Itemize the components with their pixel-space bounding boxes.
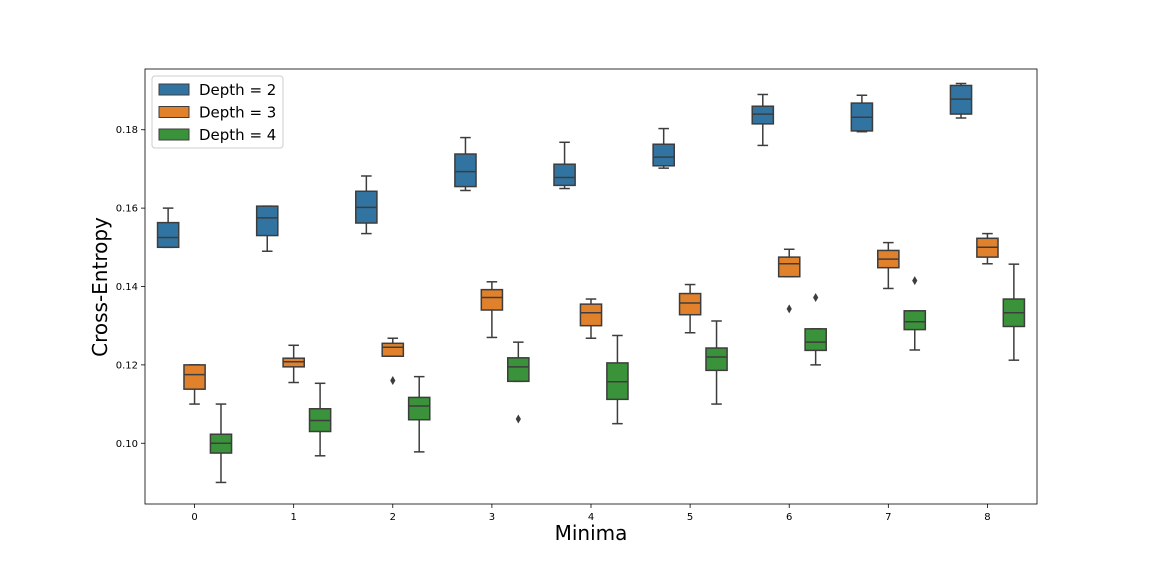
box — [381, 342, 405, 358]
box — [183, 364, 206, 390]
outlier-point — [390, 376, 396, 386]
y-tick-label: 0.10 — [116, 439, 138, 450]
outlier-point — [912, 276, 918, 286]
box — [705, 347, 728, 372]
box — [777, 256, 801, 278]
box-group — [381, 337, 405, 386]
box-group — [255, 205, 279, 252]
box — [903, 310, 927, 331]
box-group — [579, 298, 603, 339]
y-tick-label: 0.16 — [116, 204, 138, 215]
box-group — [877, 241, 900, 290]
y-tick-label: 0.14 — [116, 282, 138, 293]
box-group — [553, 141, 576, 190]
box-group — [903, 276, 927, 351]
y-tick-label: 0.12 — [116, 360, 138, 371]
box — [480, 288, 504, 311]
box-group — [976, 232, 999, 265]
x-tick-label: 3 — [489, 512, 495, 523]
box-group — [678, 283, 702, 334]
box — [454, 153, 477, 188]
x-tick-label: 6 — [786, 512, 792, 523]
box-group — [705, 320, 728, 405]
box-group — [282, 344, 305, 384]
outlier-point — [515, 414, 521, 424]
x-tick-label: 4 — [588, 512, 594, 523]
x-tick-label: 5 — [687, 512, 693, 523]
legend-label: Depth = 2 — [199, 81, 276, 99]
box — [407, 396, 431, 421]
box — [282, 357, 305, 368]
box — [156, 221, 180, 249]
box-group — [183, 364, 206, 405]
legend-swatch — [158, 128, 190, 141]
x-tick-label: 1 — [290, 512, 296, 523]
x-tick-label: 7 — [885, 512, 891, 523]
box-group — [156, 207, 180, 249]
outlier-point — [786, 304, 792, 314]
box — [255, 205, 279, 237]
x-tick-label: 2 — [390, 512, 396, 523]
box — [678, 292, 702, 316]
box-group — [804, 292, 827, 366]
box-group — [850, 94, 874, 133]
legend: Depth = 2 Depth = 3 Depth = 4 — [151, 75, 284, 149]
box-group — [777, 248, 801, 314]
box — [804, 328, 827, 352]
y-tick-label: 0.18 — [116, 125, 138, 136]
box-group — [355, 175, 378, 235]
box — [751, 105, 775, 125]
axes: 0 1 2 3 4 5 6 7 8 0.10 0.12 0.14 0.16 0.18 — [116, 68, 1038, 523]
legend-label: Depth = 3 — [199, 104, 276, 122]
box — [553, 163, 576, 187]
box-group — [606, 334, 629, 425]
x-axis-title: Minima — [555, 521, 628, 545]
box-group — [751, 93, 775, 147]
outlier-point — [813, 292, 819, 302]
box-group — [506, 341, 530, 424]
box — [652, 143, 676, 167]
x-tick-label: 8 — [984, 512, 990, 523]
box — [506, 357, 530, 383]
legend-swatch — [158, 106, 190, 118]
box-group — [407, 375, 431, 453]
box-group — [480, 281, 504, 339]
box — [579, 303, 603, 327]
x-tick-label: 0 — [191, 512, 197, 523]
legend-label: Depth = 4 — [199, 126, 276, 144]
plot-area — [156, 82, 1026, 484]
legend-swatch — [158, 83, 190, 96]
box-group — [454, 136, 477, 192]
box-group — [308, 382, 332, 457]
box-group — [1002, 263, 1026, 361]
y-axis-title: Cross-Entropy — [88, 217, 112, 357]
box-group — [949, 82, 973, 119]
box-group — [652, 127, 676, 169]
box-group — [209, 403, 233, 484]
